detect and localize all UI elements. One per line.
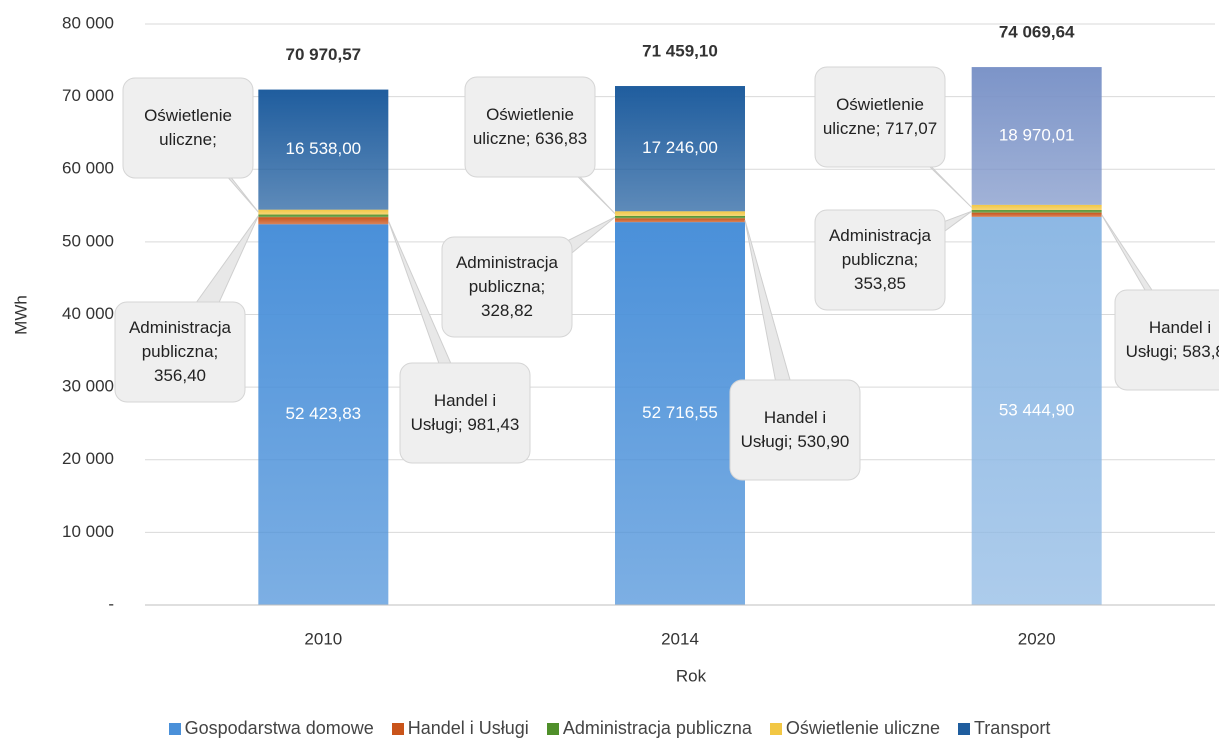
legend-item: Handel i Usługi <box>391 718 529 739</box>
x-tick-label: 2010 <box>304 629 342 648</box>
bar-segment <box>258 89 389 210</box>
legend-label: Handel i Usługi <box>407 718 529 738</box>
bar-segment <box>971 204 1102 211</box>
y-tick-label: 30 000 <box>62 377 114 396</box>
callout-box <box>729 379 861 481</box>
legend-item: Gospodarstwa domowe <box>168 718 374 739</box>
callout-label: Handel i Usługi; 981,43 <box>410 391 520 434</box>
legend-item: Transport <box>957 718 1051 739</box>
bar-segment <box>971 212 1102 217</box>
callout-box <box>122 77 254 179</box>
value-label: 53 444,90 <box>999 400 1075 419</box>
callout-label: Handel i Usługi; 530,90 <box>740 408 850 451</box>
callout-label: Oświetlenie uliczne; 636,83 <box>472 105 588 148</box>
y-tick-label: 70 000 <box>62 86 114 105</box>
legend-label: Gospodarstwa domowe <box>184 718 374 738</box>
legend-item: Oświetlenie uliczne <box>769 718 940 739</box>
legend-label: Administracja publiczna <box>562 718 752 738</box>
legend-label: Oświetlenie uliczne <box>785 718 940 738</box>
callout-label: Oświetlenie uliczne; <box>144 106 232 149</box>
value-label: 52 423,83 <box>286 404 362 423</box>
value-label: 17 246,00 <box>642 138 718 157</box>
value-label: 52 716,55 <box>642 403 718 422</box>
bar-segment <box>615 222 745 605</box>
total-label: 71 459,10 <box>642 42 718 61</box>
y-tick-label: 50 000 <box>62 231 114 250</box>
y-tick-label: - <box>108 594 114 613</box>
x-tick-label: 2014 <box>661 629 699 648</box>
x-tick-label: 2020 <box>1018 629 1056 648</box>
y-tick-label: 10 000 <box>62 522 114 541</box>
legend-item: Administracja publiczna <box>546 718 752 739</box>
legend-label: Transport <box>973 718 1051 738</box>
x-axis-title: Rok <box>676 666 707 685</box>
legend: Gospodarstwa domowe Handel i Usługi Admini… <box>0 718 1219 739</box>
y-tick-label: 60 000 <box>62 159 114 178</box>
callout-box <box>814 209 946 311</box>
callout-label: Handel i Usługi; 583,81 <box>1125 318 1219 361</box>
legend-swatch <box>168 722 181 735</box>
legend-swatch <box>391 722 404 735</box>
callout-label: Oświetlenie uliczne; 717,07 <box>822 95 938 138</box>
bar-segment <box>615 215 745 219</box>
callout-box <box>441 236 573 338</box>
callout-box <box>114 301 246 403</box>
bar-segment <box>615 86 745 212</box>
bar-segment <box>971 210 1102 213</box>
callout-label: Administracja publiczna; 328,82 <box>455 253 559 320</box>
bar-segment <box>971 216 1102 605</box>
y-axis-title: MWh <box>11 295 30 335</box>
callout-box <box>464 76 596 178</box>
y-tick-label: 40 000 <box>62 304 114 323</box>
bar-segment <box>615 218 745 223</box>
value-label: 18 970,01 <box>999 125 1075 144</box>
callout-label: Administracja publiczna; 356,40 <box>128 318 232 385</box>
bar-segment <box>615 211 745 216</box>
callout-label: Administracja publiczna; 353,85 <box>828 226 932 293</box>
y-tick-label: 80 000 <box>62 13 114 32</box>
bar-segment <box>258 209 389 215</box>
callout-box <box>814 66 946 168</box>
value-label: 16 538,00 <box>286 139 362 158</box>
legend-swatch <box>769 722 782 735</box>
callout-box <box>1114 289 1219 391</box>
bar-segment <box>258 217 389 225</box>
legend-swatch <box>546 722 559 735</box>
bar-segment <box>258 224 389 605</box>
total-label: 70 970,57 <box>286 45 362 64</box>
total-label: 74 069,64 <box>999 23 1075 42</box>
bar-segment <box>258 214 389 218</box>
callout-box <box>399 362 531 464</box>
legend-swatch <box>957 722 970 735</box>
bar-segment <box>971 67 1102 205</box>
y-tick-label: 20 000 <box>62 449 114 468</box>
